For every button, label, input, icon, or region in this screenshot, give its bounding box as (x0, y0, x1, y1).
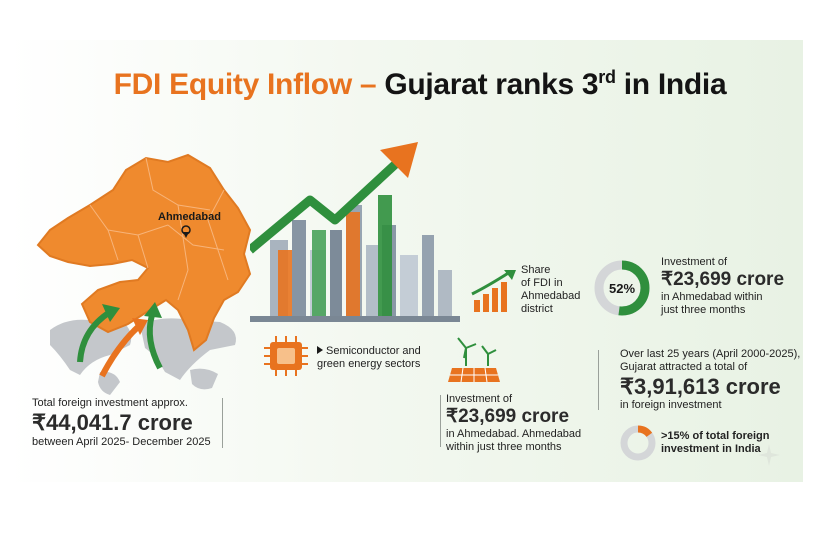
chip-icon (264, 336, 308, 376)
city-label: Ahmedabad (158, 211, 221, 223)
sectors-line-1: Semiconductor and (326, 345, 421, 357)
donut-52-label: 52% (609, 281, 635, 296)
gujarat-map: Ahmedabad (36, 153, 252, 352)
title-superscript: rd (598, 67, 616, 87)
share-india-line-1: >15% of total foreign (661, 430, 770, 442)
gujarat-line-2: Gujarat attracted a total of (620, 361, 748, 373)
donut52-line-3: in Ahmedabad within (661, 291, 763, 303)
title-orange: FDI Equity Inflow – (113, 68, 377, 101)
donut-15-arc (620, 425, 656, 461)
share-line-1: Share (521, 264, 551, 276)
location-pin-icon (181, 225, 191, 238)
share-line-3: Ahmedabad (521, 290, 581, 302)
donut52-line-1: Investment of (661, 256, 728, 268)
green-investment-text: Investment of ₹23,699 crore in Ahmedabad… (446, 393, 581, 454)
green-line-3: in Ahmedabad. Ahmedabad (446, 428, 582, 440)
donut52-value: ₹23,699 crore (661, 269, 785, 290)
donut-52: 52% (594, 260, 650, 316)
sectors-line-2: green energy sectors (317, 358, 421, 370)
gujarat-value: ₹3,91,613 crore (620, 374, 781, 399)
share-line-4: district (521, 303, 553, 315)
divider-3 (598, 350, 599, 410)
total-period: between April 2025- December 2025 (32, 436, 211, 448)
share-india-text: >15% of total foreign investment in Indi… (661, 430, 770, 456)
gujarat-25yrs-text: Over last 25 years (April 2000-2025), Gu… (620, 348, 800, 412)
bar-growth-icon (471, 270, 516, 312)
city-growth-illustration (250, 142, 460, 322)
title-black: Gujarat ranks 3 (376, 68, 599, 101)
donut-52-arc (594, 260, 650, 316)
share-fdi-text: Share of FDI in Ahmedabad district (521, 264, 580, 316)
donut52-line-4: just three months (661, 304, 746, 316)
solar-wind-icon (448, 337, 500, 383)
sparkle-icon (758, 444, 780, 466)
green-line-4: within just three months (446, 441, 562, 453)
total-value: ₹44,041.7 crore (32, 410, 193, 435)
share-line-2: of FDI in (521, 277, 563, 289)
gujarat-line-1: Over last 25 years (April 2000-2025), (620, 348, 801, 360)
investment-arrows (77, 302, 163, 378)
world-map-icon (50, 318, 236, 395)
sectors-bullet (317, 346, 323, 354)
green-line-1: Investment of (446, 393, 513, 405)
donut-15 (620, 425, 656, 461)
divider-2 (440, 395, 441, 447)
page-title: FDI Equity Inflow – Gujarat ranks 3rd in… (0, 68, 840, 102)
green-value: ₹23,699 crore (446, 406, 570, 427)
title-suffix: in India (615, 68, 727, 101)
share-india-line-2: investment in India (661, 443, 761, 455)
sectors-text: Semiconductor and green energy sectors (317, 345, 421, 371)
gujarat-line-4: in foreign investment (620, 399, 722, 411)
divider-1 (222, 398, 223, 448)
total-investment-text: Total foreign investment approx. ₹44,041… (32, 397, 211, 449)
donut-52-text: Investment of ₹23,699 crore in Ahmedabad… (661, 256, 784, 317)
total-label: Total foreign investment approx. (32, 397, 188, 409)
